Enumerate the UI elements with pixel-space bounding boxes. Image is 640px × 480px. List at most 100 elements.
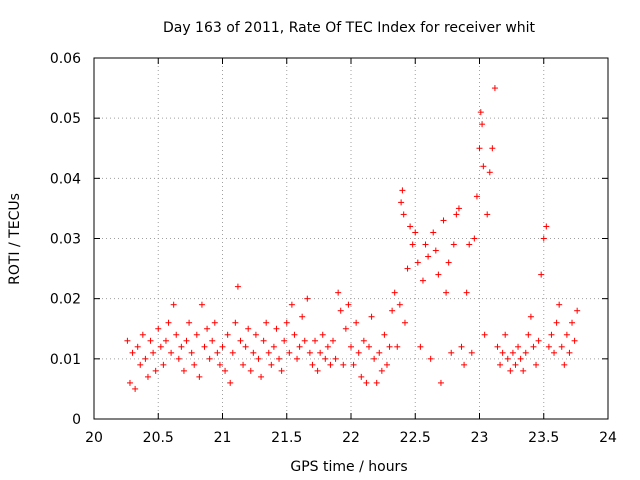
data-point [340, 361, 347, 368]
data-point [466, 241, 473, 248]
data-point [471, 235, 478, 242]
data-point [170, 301, 177, 308]
data-point [499, 349, 506, 356]
data-point [533, 361, 540, 368]
data-point [291, 331, 298, 338]
data-point [515, 343, 522, 350]
data-point [306, 349, 313, 356]
data-point [299, 313, 306, 320]
y-tick-label: 0.06 [50, 51, 81, 67]
data-point [245, 325, 252, 332]
data-point [229, 349, 236, 356]
data-point [381, 331, 388, 338]
data-point [398, 199, 405, 206]
data-point [437, 379, 444, 386]
data-point [224, 331, 231, 338]
data-point [383, 361, 390, 368]
data-point [417, 343, 424, 350]
data-point [193, 331, 200, 338]
data-point [173, 331, 180, 338]
data-point [571, 337, 578, 344]
data-point [144, 373, 151, 380]
y-axis-label: ROTI / TECUs [7, 193, 23, 285]
data-point [330, 337, 337, 344]
data-point [548, 331, 555, 338]
data-point [463, 289, 470, 296]
data-point [440, 217, 447, 224]
x-tick-label: 24 [599, 430, 617, 446]
data-point [139, 331, 146, 338]
data-point [252, 331, 259, 338]
data-point [479, 121, 486, 128]
data-point [553, 319, 560, 326]
data-point [365, 343, 372, 350]
data-point [348, 343, 354, 350]
data-point [301, 337, 308, 344]
data-point [574, 307, 581, 314]
data-point [432, 247, 439, 254]
data-point [240, 361, 247, 368]
x-tick-label: 22 [342, 430, 360, 446]
data-point [450, 241, 457, 248]
data-point [337, 307, 344, 314]
data-point [191, 361, 198, 368]
data-point [378, 367, 385, 374]
y-tick-label: 0.02 [50, 292, 81, 308]
data-point [160, 361, 167, 368]
x-tick-label: 20 [85, 430, 103, 446]
data-point [296, 343, 303, 350]
data-point [458, 343, 465, 350]
data-point [157, 343, 164, 350]
data-point [394, 343, 401, 350]
data-point [180, 367, 187, 374]
data-point [363, 379, 370, 386]
data-point [473, 193, 480, 200]
data-point [509, 349, 516, 356]
data-point [188, 349, 195, 356]
data-point [422, 241, 429, 248]
data-point [309, 361, 316, 368]
data-point [317, 349, 324, 356]
data-point [250, 349, 257, 356]
data-point [322, 355, 329, 362]
data-point [196, 373, 203, 380]
data-point [209, 337, 216, 344]
data-point [265, 349, 272, 356]
data-point [419, 277, 426, 284]
data-point [512, 361, 519, 368]
data-point [448, 349, 455, 356]
data-point [545, 343, 552, 350]
data-point [399, 187, 406, 194]
data-point [155, 325, 162, 332]
data-point [566, 349, 573, 356]
y-tick-label: 0 [72, 412, 81, 428]
data-point [132, 385, 139, 392]
data-point [455, 205, 462, 212]
data-point [247, 367, 254, 374]
data-point [168, 349, 175, 356]
data-point [175, 355, 182, 362]
data-point [294, 355, 301, 362]
data-point [332, 355, 339, 362]
data-point [391, 289, 398, 296]
data-point [129, 349, 136, 356]
data-point [414, 259, 421, 266]
data-point [312, 337, 319, 344]
x-tick-label: 20.5 [143, 430, 174, 446]
data-point [222, 367, 229, 374]
data-point [242, 343, 249, 350]
data-point [396, 301, 403, 308]
data-point [273, 325, 280, 332]
x-tick-label: 21 [214, 430, 232, 446]
chart-title: Day 163 of 2011, Rate Of TEC Index for r… [163, 20, 536, 36]
data-point [358, 373, 365, 380]
data-point [137, 361, 144, 368]
data-point [198, 301, 205, 308]
data-point [409, 241, 416, 248]
x-tick-label: 21.5 [271, 430, 302, 446]
data-point [535, 337, 542, 344]
data-point [142, 355, 149, 362]
data-point [314, 367, 321, 374]
data-point [283, 319, 290, 326]
